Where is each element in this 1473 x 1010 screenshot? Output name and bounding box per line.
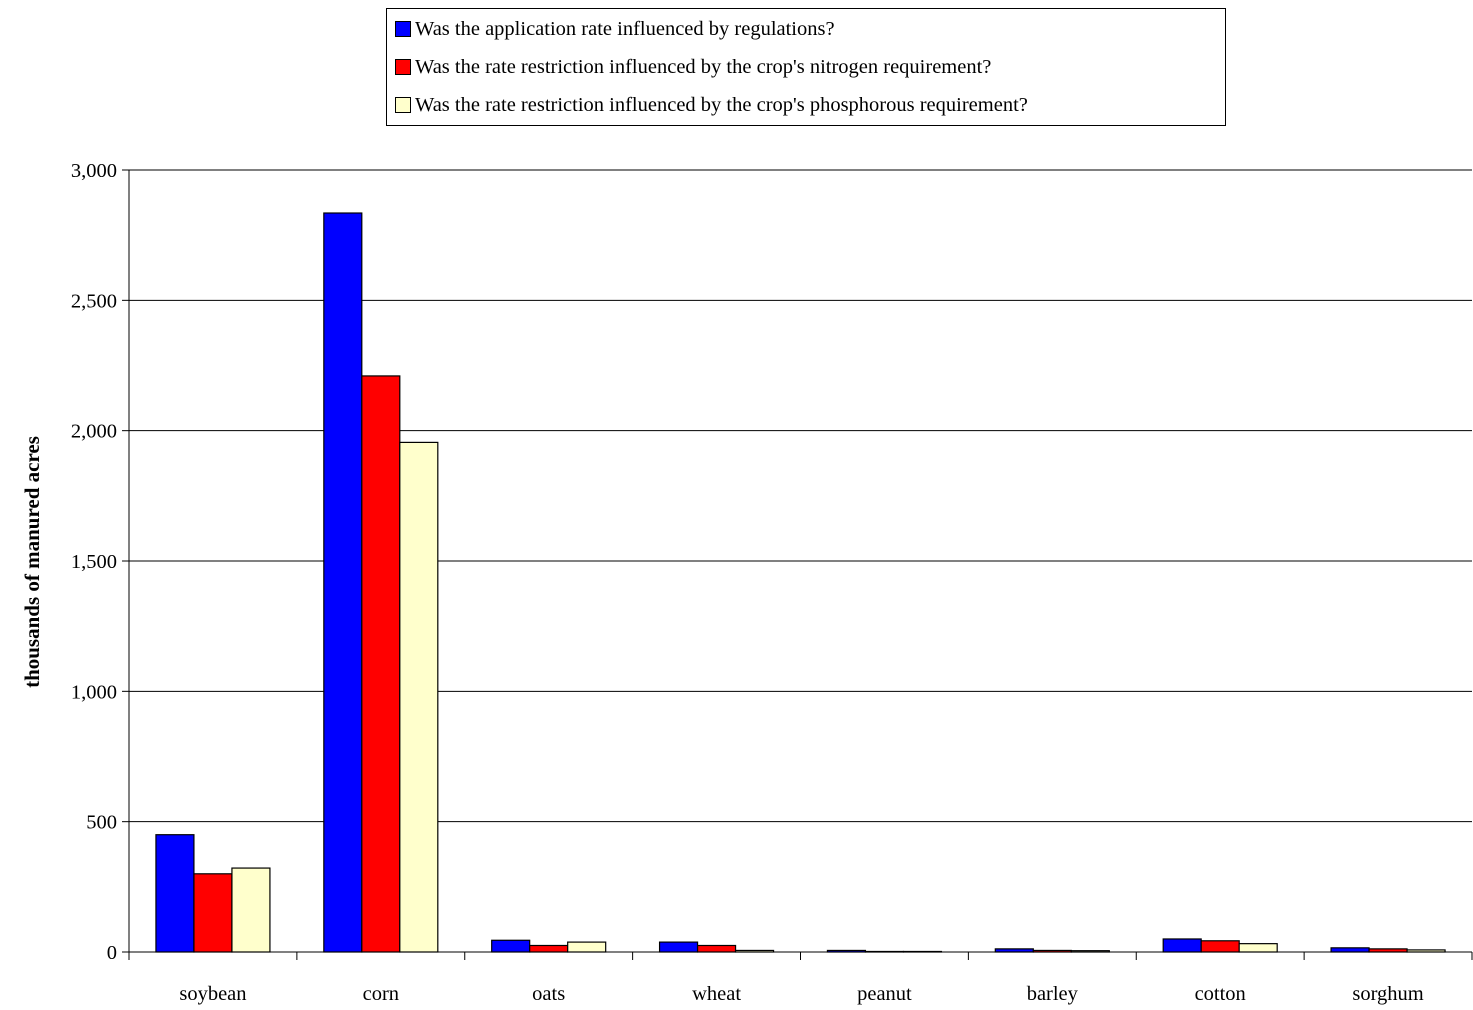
legend-swatch xyxy=(395,21,411,37)
y-tick-label: 2,500 xyxy=(71,290,117,312)
bar-corn-series-1 xyxy=(323,212,363,953)
legend-swatch xyxy=(395,59,411,75)
bar-oats-series-1 xyxy=(491,939,531,953)
bar-soybean-series-2 xyxy=(193,873,233,953)
x-tick-label: barley xyxy=(1027,983,1079,1005)
legend-item: Was the application rate influenced by r… xyxy=(395,16,835,42)
y-tick-label: 2,000 xyxy=(71,421,117,443)
bar-soybean-series-1 xyxy=(155,834,195,953)
bar-sorghum-series-1 xyxy=(1330,947,1370,953)
legend-label: Was the rate restriction influenced by t… xyxy=(415,55,992,78)
legend-label: Was the application rate influenced by r… xyxy=(415,17,835,40)
y-tick-label: 0 xyxy=(107,942,117,964)
y-tick-label: 1,500 xyxy=(71,551,117,573)
x-tick-labels: soybean corn oats wheat peanut barley cotton so… xyxy=(179,983,1423,1005)
legend-swatch xyxy=(395,97,411,113)
y-tick-label: 3,000 xyxy=(71,160,117,182)
x-tick-label: peanut xyxy=(857,983,912,1005)
bars xyxy=(155,212,1446,953)
bar-oats-series-2 xyxy=(529,944,569,953)
y-tick-labels: 0 500 1,000 1,500 2,000 2,500 3,000 xyxy=(71,160,117,964)
bar-corn-series-3 xyxy=(399,441,439,953)
bar-cotton-series-3 xyxy=(1238,943,1278,953)
x-tick-label: sorghum xyxy=(1352,983,1423,1005)
x-tick-label: soybean xyxy=(179,983,246,1005)
y-tick-label: 500 xyxy=(86,812,117,834)
x-tick-label: corn xyxy=(363,983,399,1005)
chart-legend: Was the application rate influenced by r… xyxy=(386,8,1226,126)
bar-corn-series-2 xyxy=(361,375,401,953)
bar-wheat-series-1 xyxy=(658,941,699,953)
legend-item: Was the rate restriction influenced by t… xyxy=(395,92,1028,118)
bar-cotton-series-1 xyxy=(1162,938,1202,953)
x-tick-label: oats xyxy=(532,983,565,1005)
x-tick-label: cotton xyxy=(1195,983,1246,1005)
legend-label: Was the rate restriction influenced by t… xyxy=(415,93,1028,116)
bar-wheat-series-2 xyxy=(696,944,737,953)
axes xyxy=(122,169,1473,960)
x-tick-label: wheat xyxy=(692,983,741,1005)
bar-soybean-series-3 xyxy=(231,867,271,953)
y-axis-label: thousands of manured acres xyxy=(20,436,44,688)
y-tick-label: 1,000 xyxy=(71,681,117,703)
bar-cotton-series-2 xyxy=(1200,940,1240,953)
bar-oats-series-3 xyxy=(567,941,607,953)
legend-item: Was the rate restriction influenced by t… xyxy=(395,54,991,80)
